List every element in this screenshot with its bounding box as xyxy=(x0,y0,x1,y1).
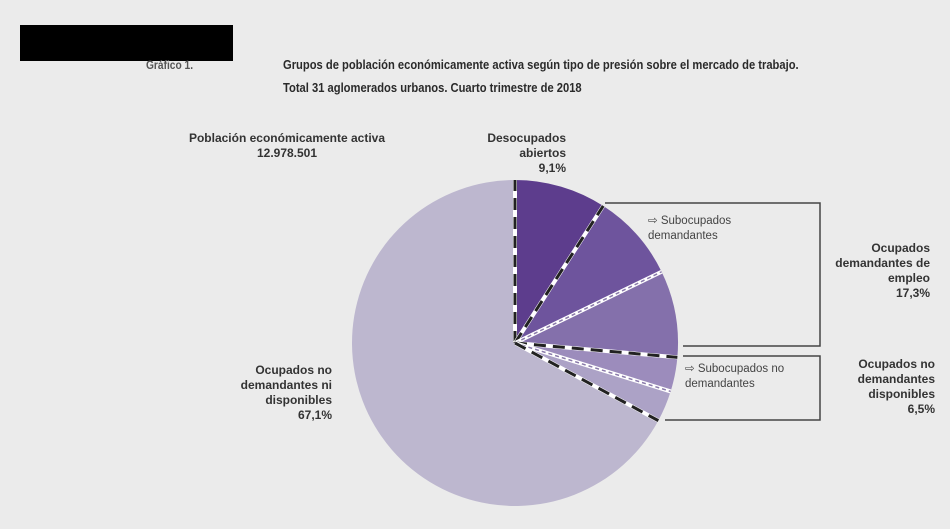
redaction-box xyxy=(20,25,233,61)
label-ocupados-demandantes: Ocupados demandantes de empleo 17,3% xyxy=(835,241,930,301)
label-name: Ocupados no demandantes ni disponibles xyxy=(240,363,332,407)
pie-slice-0 xyxy=(515,180,604,343)
sublabel-text: Subocupados no demandantes xyxy=(685,363,785,390)
label-value: 9,1% xyxy=(538,161,566,175)
label-name: Ocupados no demandantes disponibles xyxy=(857,357,935,401)
pie-slice-2 xyxy=(515,271,678,358)
arrow-icon: ⇨ xyxy=(685,363,698,375)
slice-separator-dotted xyxy=(514,342,671,393)
chart-subtitle: Total 31 aglomerados urbanos. Cuarto tri… xyxy=(283,80,582,95)
label-value: 17,3% xyxy=(895,286,930,300)
bracket-ocupados-disponibles xyxy=(665,355,821,421)
total-label: Población económicamente activa 12.978.5… xyxy=(172,131,402,161)
slice-separator-dotted xyxy=(514,271,662,344)
label-desocupados: Desocupados abiertos 9,1% xyxy=(486,131,566,176)
group-separator-dashed xyxy=(514,341,660,422)
bracket-ocupados-demandantes xyxy=(605,202,821,347)
label-name: Ocupados demandantes de empleo xyxy=(835,241,930,285)
sublabel-text: Subocupados demandantes xyxy=(648,215,732,242)
figure-label: Gráfico 1. xyxy=(146,58,194,72)
pie-slice-1 xyxy=(515,205,662,343)
chart-title: Grupos de población económicamente activ… xyxy=(283,57,799,72)
label-ocupados-no-disponibles: Ocupados no demandantes ni disponibles 6… xyxy=(232,363,332,423)
sublabel-subocupados-no-demandantes: ⇨ Subocupados no demandantes xyxy=(685,362,815,392)
group-separator-dashed xyxy=(514,341,678,359)
label-ocupados-disponibles: Ocupados no demandantes disponibles 6,5% xyxy=(830,357,935,417)
arrow-icon: ⇨ xyxy=(648,215,661,227)
label-name: Desocupados abiertos xyxy=(487,131,566,160)
group-separator-dashed xyxy=(513,205,605,344)
pie-slice-5 xyxy=(352,180,659,506)
label-value: 67,1% xyxy=(297,408,332,422)
total-value: 12.978.501 xyxy=(256,146,318,160)
total-label-text: Población económicamente activa xyxy=(188,131,386,145)
label-value: 6,5% xyxy=(907,402,935,416)
sublabel-subocupados-demandantes: ⇨ Subocupados demandantes xyxy=(648,214,758,244)
